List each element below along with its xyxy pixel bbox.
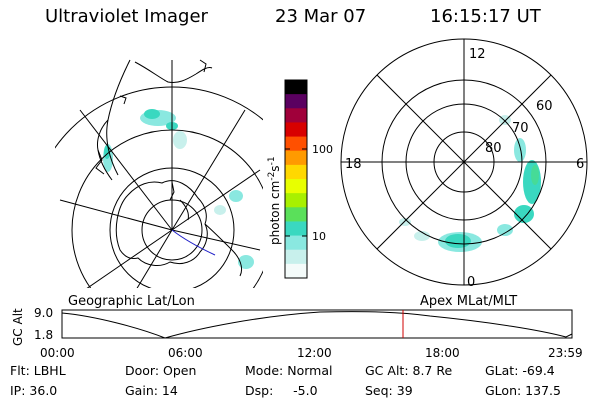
- x-tick-0600: 06:00: [168, 346, 203, 360]
- satellite-track: [171, 229, 216, 256]
- info-ip: IP: 36.0: [10, 383, 57, 398]
- mlt-label-0: 0: [467, 275, 475, 290]
- info-glon: GLon: 137.5: [485, 383, 561, 398]
- info-glat: GLat: -69.4: [485, 363, 555, 378]
- mlat-label-80: 80: [485, 141, 502, 156]
- alt-tick-1.8: 1.8: [34, 328, 53, 342]
- mlat-label-70: 70: [512, 121, 529, 136]
- polar-panel: 80 70 60 12 18 6 0: [340, 38, 588, 290]
- alt-tick-9: 9.0: [34, 306, 53, 320]
- colorbar-cell: [285, 235, 307, 251]
- colorbar-cell: [285, 193, 307, 208]
- mlt-label-6: 6: [576, 157, 584, 172]
- info-mode: Mode: Normal: [245, 363, 332, 378]
- mlat-label-60: 60: [536, 99, 553, 114]
- info-dsp: Dsp: -5.0: [245, 383, 318, 398]
- info-filter: Flt: LBHL: [10, 363, 66, 378]
- colorbar-cell: [285, 164, 307, 180]
- colorbar-cell: [285, 249, 307, 265]
- colorbar-tick-100: 100: [312, 143, 333, 156]
- colorbar-tick-10: 10: [312, 230, 326, 243]
- time-label: 16:15:17 UT: [430, 6, 541, 27]
- coastlines: [95, 59, 243, 277]
- x-tick-0000: 00:00: [40, 346, 75, 360]
- altitude-plot: 9.0 1.8 GC Alt 00:00 06:00 12:00 18:00 2…: [11, 306, 583, 360]
- info-seq: Seq: 39: [365, 383, 413, 398]
- geographic-map-panel: [55, 59, 263, 288]
- colorbar-cell: [285, 136, 307, 152]
- geographic-panel-label: Geographic Lat/Lon: [68, 294, 195, 309]
- colorbar: 100 10 photon cm-2s-1: [267, 79, 333, 279]
- lon-lines: [59, 60, 261, 288]
- colorbar-cell: [285, 207, 307, 222]
- polar-panel-label: Apex MLat/MLT: [420, 294, 517, 309]
- colorbar-cell: [285, 150, 307, 166]
- info-block: Flt: LBHL IP: 36.0 Door: Open Gain: 14 M…: [10, 363, 561, 398]
- window-title: Ultraviolet Imager: [45, 6, 208, 27]
- x-tick-2359: 23:59: [548, 346, 583, 360]
- colorbar-cell: [285, 80, 307, 95]
- mlt-label-18: 18: [345, 157, 362, 172]
- colorbar-cell: [285, 94, 307, 109]
- info-gain: Gain: 14: [125, 383, 178, 398]
- colorbar-cell: [285, 108, 307, 123]
- mlt-label-12: 12: [469, 47, 486, 62]
- alt-y-label: GC Alt: [11, 308, 25, 346]
- colorbar-cell: [285, 179, 307, 194]
- date-label: 23 Mar 07: [275, 6, 367, 27]
- colorbar-unit-label: photon cm-2s-1: [267, 156, 282, 245]
- info-door: Door: Open: [125, 363, 196, 378]
- info-gc-alt: GC Alt: 8.7 Re: [365, 363, 452, 378]
- altitude-curve: [61, 311, 573, 339]
- colorbar-cell: [285, 122, 307, 138]
- x-tick-1200: 12:00: [297, 346, 332, 360]
- colorbar-cell: [285, 221, 307, 237]
- colorbar-cell: [285, 263, 307, 279]
- x-tick-1800: 18:00: [425, 346, 460, 360]
